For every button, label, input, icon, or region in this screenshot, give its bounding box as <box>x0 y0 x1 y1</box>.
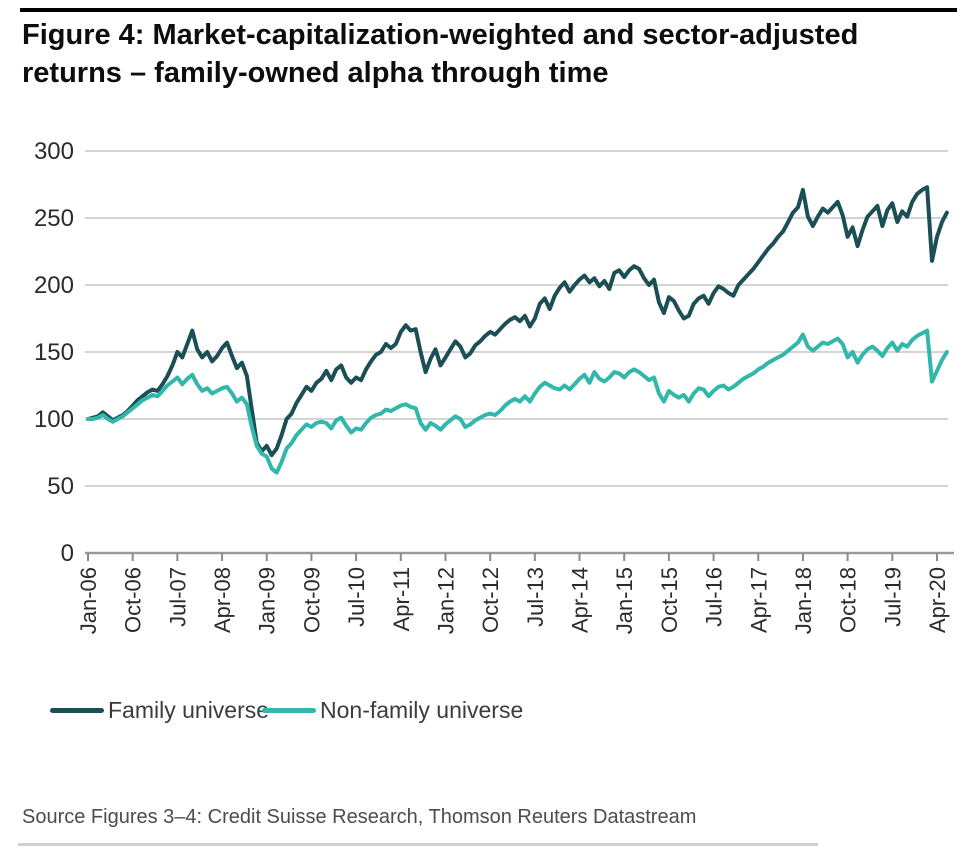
figure-title-line2: returns – family-owned alpha through tim… <box>22 57 609 89</box>
legend-label-non-family: Non-family universe <box>320 696 524 723</box>
x-tick-label: Oct-18 <box>836 567 861 633</box>
x-tick-label: Apr-17 <box>746 567 771 633</box>
y-tick-label: 150 <box>34 339 74 366</box>
source-attribution: Source Figures 3–4: Credit Suisse Resear… <box>22 806 697 828</box>
x-tick-label: Jan-06 <box>76 567 101 634</box>
x-tick-label: Jul-07 <box>165 567 190 627</box>
x-tick-label: Apr-08 <box>210 567 235 633</box>
x-tick-label: Jan-12 <box>433 567 458 634</box>
x-tick-label: Apr-11 <box>389 567 414 631</box>
series-line-family <box>86 185 949 458</box>
y-tick-label: 0 <box>61 540 74 567</box>
line-chart: 0 50 100 150 200 250 300 Jan-06 Oct-06 Jul-07 Apr-… <box>34 138 954 634</box>
y-tick-label: 300 <box>34 138 74 165</box>
y-tick-label: 100 <box>34 406 74 433</box>
x-tick-label: Oct-15 <box>657 567 682 633</box>
family-line-swatch <box>50 707 104 713</box>
y-tick-label: 200 <box>34 272 74 299</box>
title-top-rule <box>20 8 957 12</box>
y-tick-label: 250 <box>34 205 74 232</box>
x-tick-label: Jan-15 <box>612 567 637 634</box>
x-tick-label: Jan-18 <box>791 567 816 634</box>
figure-title: Figure 4: Market-capitalization-weighted… <box>22 16 942 92</box>
x-tick-label: Jul-19 <box>880 567 905 627</box>
y-tick-label: 50 <box>47 473 74 500</box>
x-tick-label: Jul-13 <box>523 567 548 627</box>
x-tick-label: Apr-14 <box>568 567 593 633</box>
x-tick-label: Jul-10 <box>344 567 369 627</box>
non-family-line-swatch <box>262 707 316 713</box>
legend-item-family: Family universe <box>50 697 269 723</box>
figure-title-line1: Figure 4: Market-capitalization-weighted… <box>22 19 859 51</box>
x-tick-label: Jul-16 <box>702 567 727 627</box>
x-tick-label: Apr-20 <box>925 567 950 633</box>
x-tick-label: Oct-12 <box>478 567 503 633</box>
x-tick-label: Oct-09 <box>299 567 324 633</box>
series-line-non-family <box>86 328 949 475</box>
x-tick-label: Jan-09 <box>255 567 280 634</box>
chart-legend: Family universe Non-family universe <box>0 697 980 723</box>
legend-label-family: Family universe <box>108 696 270 723</box>
legend-item-non-family: Non-family universe <box>262 697 523 723</box>
x-tick-label: Oct-06 <box>121 567 146 633</box>
bottom-divider <box>18 843 818 846</box>
